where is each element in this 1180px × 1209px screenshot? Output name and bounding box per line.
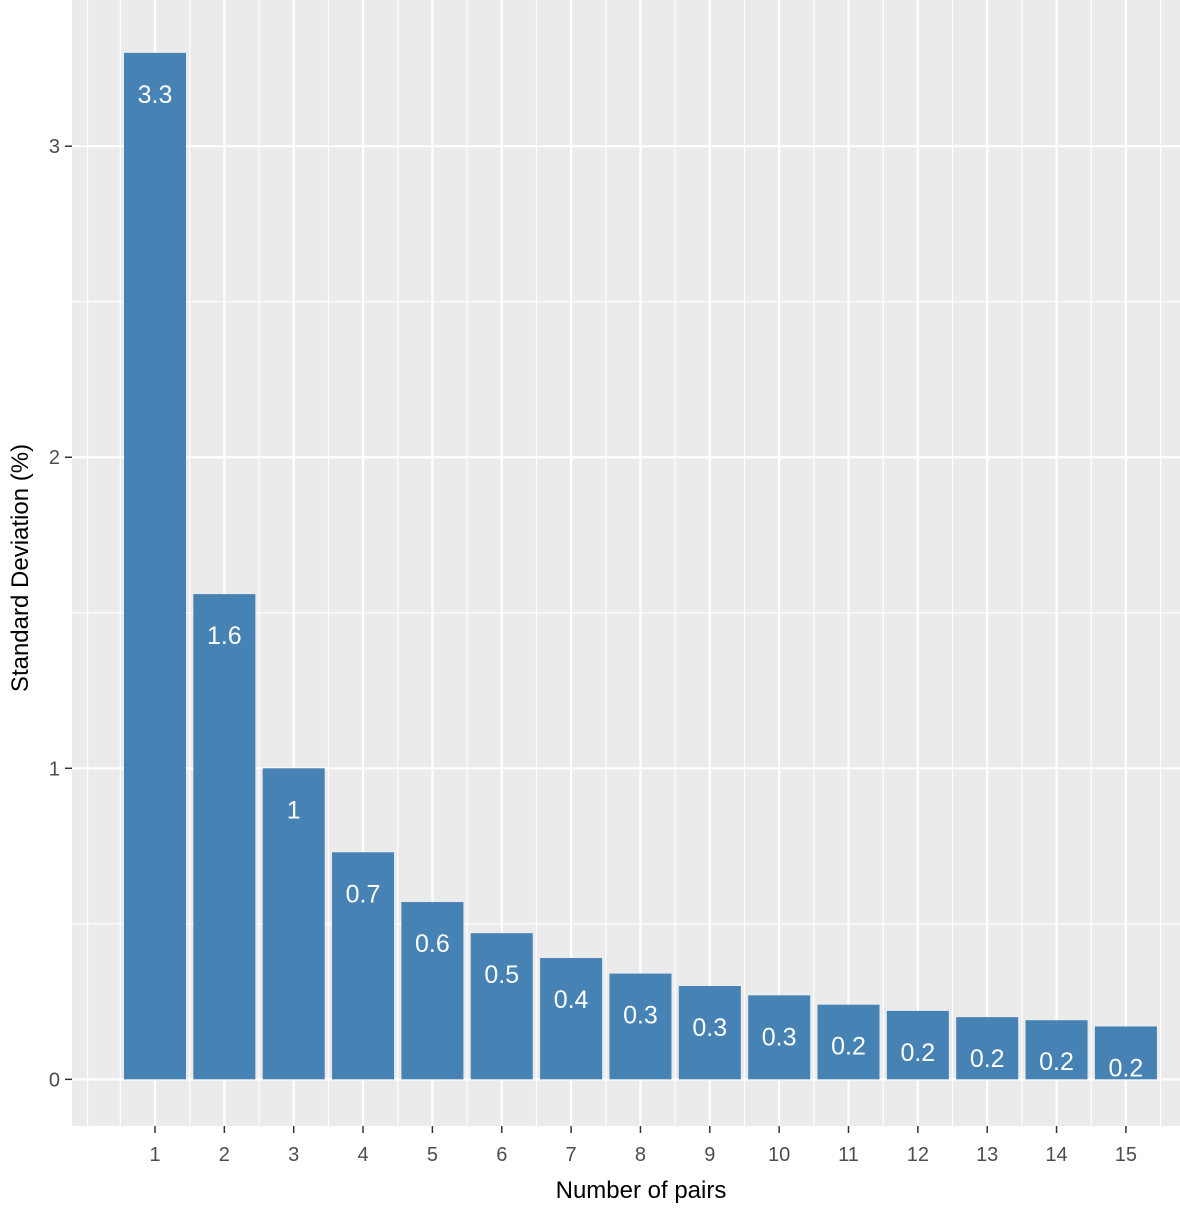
- bar-12: [886, 1010, 949, 1080]
- x-tick-label: 11: [838, 1144, 859, 1166]
- y-tick-label: 1: [49, 758, 60, 780]
- x-tick-label: 12: [907, 1144, 929, 1166]
- bar-value-label-11: 0.2: [831, 1033, 866, 1061]
- x-axis: 1 2 3 4 5 6 7 8 9 10 11 12 13 14 15: [149, 1126, 1137, 1166]
- x-tick-label: 15: [1115, 1144, 1137, 1166]
- bar-8: [609, 973, 672, 1080]
- bar-value-labels: 3.3 1.6 1 0.7 0.6 0.5 0.4 0.3 0.3 0.3 0.2 0.2 0.2 0.2…: [138, 81, 1144, 1083]
- plot-panel: [72, 0, 1180, 1126]
- x-tick-label: 14: [1045, 1144, 1067, 1166]
- bar-1: [124, 52, 186, 1080]
- y-axis: 0 1 2 3: [49, 136, 72, 1091]
- bar-3: [262, 768, 325, 1080]
- bar-value-label-1: 3.3: [138, 81, 173, 109]
- bar-value-label-5: 0.6: [415, 930, 450, 958]
- bar-value-label-8: 0.3: [623, 1002, 658, 1030]
- bar-value-label-15: 0.2: [1109, 1054, 1144, 1082]
- x-tick-label: 8: [635, 1144, 646, 1166]
- x-tick-label: 13: [976, 1144, 998, 1166]
- x-tick-label: 5: [427, 1144, 438, 1166]
- x-tick-label: 9: [704, 1144, 715, 1166]
- bar-11: [817, 1004, 880, 1080]
- y-tick-label: 3: [49, 136, 60, 158]
- bar-value-label-12: 0.2: [900, 1039, 935, 1067]
- bar-value-label-2: 1.6: [207, 622, 242, 650]
- x-tick-label: 6: [496, 1144, 507, 1166]
- bar-5: [401, 902, 464, 1080]
- bar-value-label-10: 0.3: [762, 1023, 797, 1051]
- x-tick-label: 10: [768, 1144, 790, 1166]
- bar-value-label-3: 1: [287, 796, 301, 824]
- y-tick-label: 0: [49, 1069, 60, 1091]
- bar-value-label-4: 0.7: [346, 880, 381, 908]
- x-tick-label: 2: [219, 1144, 230, 1166]
- bar-7: [540, 958, 603, 1080]
- y-tick-label: 2: [49, 447, 60, 469]
- x-tick-label: 7: [566, 1144, 577, 1166]
- bar-15: [1094, 1026, 1157, 1080]
- bar-9: [678, 986, 741, 1080]
- bar-2: [193, 594, 256, 1080]
- bar-value-label-9: 0.3: [692, 1014, 727, 1042]
- x-tick-label: 3: [288, 1144, 299, 1166]
- bar-value-label-6: 0.5: [484, 961, 519, 989]
- y-axis-title: Standard Deviation (%): [7, 444, 34, 692]
- x-tick-label: 4: [357, 1144, 368, 1166]
- bar-value-label-14: 0.2: [1039, 1048, 1074, 1076]
- x-tick-label: 1: [149, 1144, 160, 1166]
- bar-4: [332, 852, 395, 1080]
- bar-10: [748, 995, 811, 1080]
- x-axis-title: Number of pairs: [556, 1177, 727, 1204]
- bar-6: [470, 933, 533, 1080]
- bar-13: [956, 1017, 1019, 1080]
- bar-value-label-13: 0.2: [970, 1045, 1005, 1073]
- bar-value-label-7: 0.4: [554, 986, 589, 1014]
- bars: [124, 52, 1157, 1080]
- bar-14: [1025, 1020, 1088, 1080]
